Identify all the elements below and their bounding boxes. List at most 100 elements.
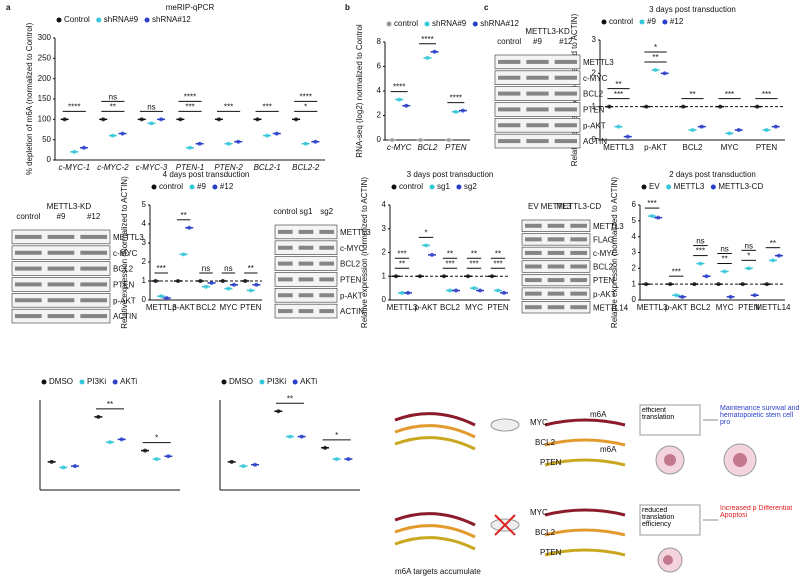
band <box>319 277 334 282</box>
lane-label: EV <box>528 202 539 211</box>
y-tick-label: 4 <box>632 232 637 241</box>
band <box>554 139 577 144</box>
band <box>547 291 565 296</box>
legend-label: Control <box>64 15 90 24</box>
lane-label: #12 <box>559 37 573 46</box>
legend-label: PI3Ki <box>267 377 286 386</box>
data-point <box>752 293 757 298</box>
data-point <box>668 282 673 287</box>
band <box>554 107 577 112</box>
data-point <box>460 108 465 113</box>
band <box>319 293 334 298</box>
data-point <box>680 294 685 299</box>
data-point <box>159 117 164 122</box>
sig-label: *** <box>262 102 271 111</box>
y-tick-label: 3 <box>142 238 147 247</box>
gene-label: PTEN <box>540 458 562 467</box>
blot-group: METTL3-KD <box>525 27 570 36</box>
x-tick-label: PTEN <box>240 303 262 312</box>
x-tick-label: p-AKT <box>665 303 688 312</box>
band <box>15 250 42 255</box>
data-point <box>149 121 154 126</box>
y-axis-label: Relative expression (normalized to ACTIN… <box>610 177 619 329</box>
band <box>278 309 293 314</box>
y-tick-label: 5 <box>632 216 637 225</box>
sig-label: ** <box>447 249 453 258</box>
legend-label: shRNA#12 <box>152 15 191 24</box>
sig-label: *** <box>157 264 166 273</box>
legend-label: control <box>399 182 423 191</box>
data-point <box>616 124 621 129</box>
y-tick-label: 3 <box>592 35 597 44</box>
y-axis-label: Relative expression (Normalized to ACTIN… <box>120 176 129 329</box>
data-point <box>81 145 86 150</box>
data-point <box>346 457 351 462</box>
x-tick-label: p-AKT <box>415 303 438 312</box>
data-point <box>656 215 661 220</box>
data-point <box>209 280 214 285</box>
band-label: METTL3 <box>593 222 624 231</box>
band <box>525 264 542 269</box>
legend-label: shRNA#9 <box>104 15 139 24</box>
y-tick-label: 1 <box>142 276 147 285</box>
sig-label: *** <box>696 247 705 256</box>
x-tick-label: c-MYC-2 <box>97 163 129 172</box>
x-tick-label: METTL14 <box>755 303 791 312</box>
data-point <box>448 288 452 293</box>
data-point <box>313 139 318 144</box>
band <box>526 139 549 144</box>
legend-marker <box>641 184 647 190</box>
band <box>554 75 577 80</box>
lane-label: sg1 <box>300 207 313 216</box>
legend-marker <box>292 379 298 385</box>
band-label: p-AKT <box>340 291 363 300</box>
band <box>570 278 587 283</box>
band-label: c-MYC <box>593 249 618 258</box>
y-tick-label: 3 <box>632 248 637 257</box>
band <box>525 237 542 242</box>
data-point <box>704 274 709 279</box>
data-point <box>254 282 259 287</box>
y-tick-label: 0 <box>142 295 147 304</box>
y-tick-label: 0 <box>377 135 382 144</box>
data-point <box>154 457 159 462</box>
data-point <box>432 49 437 54</box>
sig-label: **** <box>450 94 462 103</box>
data-point <box>265 133 270 138</box>
band <box>319 229 334 234</box>
legend-label: METTL3-CD <box>718 182 763 191</box>
y-tick-label: 50 <box>42 135 51 144</box>
data-point <box>164 296 169 301</box>
legend-marker <box>472 21 478 27</box>
data-point <box>143 448 147 453</box>
band <box>298 309 314 314</box>
band <box>298 229 314 234</box>
x-tick-label: p-AKT <box>644 143 667 152</box>
sig-label: * <box>747 251 750 260</box>
legend-marker <box>662 19 668 25</box>
band <box>547 237 565 242</box>
data-point <box>294 117 299 122</box>
data-point <box>303 141 308 146</box>
sig-label: ns <box>720 245 728 254</box>
band <box>570 223 587 228</box>
sig-label: *** <box>469 259 478 268</box>
legend-label: EV <box>649 182 660 191</box>
data-point <box>453 109 458 114</box>
legend-marker <box>96 17 102 23</box>
band <box>525 278 542 283</box>
legend-marker <box>221 379 227 385</box>
x-tick-label: PTEN <box>756 143 778 152</box>
data-point <box>204 284 208 289</box>
legend-marker <box>212 184 218 190</box>
band <box>498 59 521 64</box>
sig-label: ** <box>110 102 116 111</box>
data-point <box>699 124 704 129</box>
sig-label: *** <box>672 267 681 276</box>
x-tick-label: METTL3 <box>146 303 177 312</box>
band <box>498 139 521 144</box>
data-point <box>653 68 658 72</box>
data-point <box>96 414 101 419</box>
x-tick-label: BCL2 <box>690 303 711 312</box>
band <box>554 123 577 128</box>
